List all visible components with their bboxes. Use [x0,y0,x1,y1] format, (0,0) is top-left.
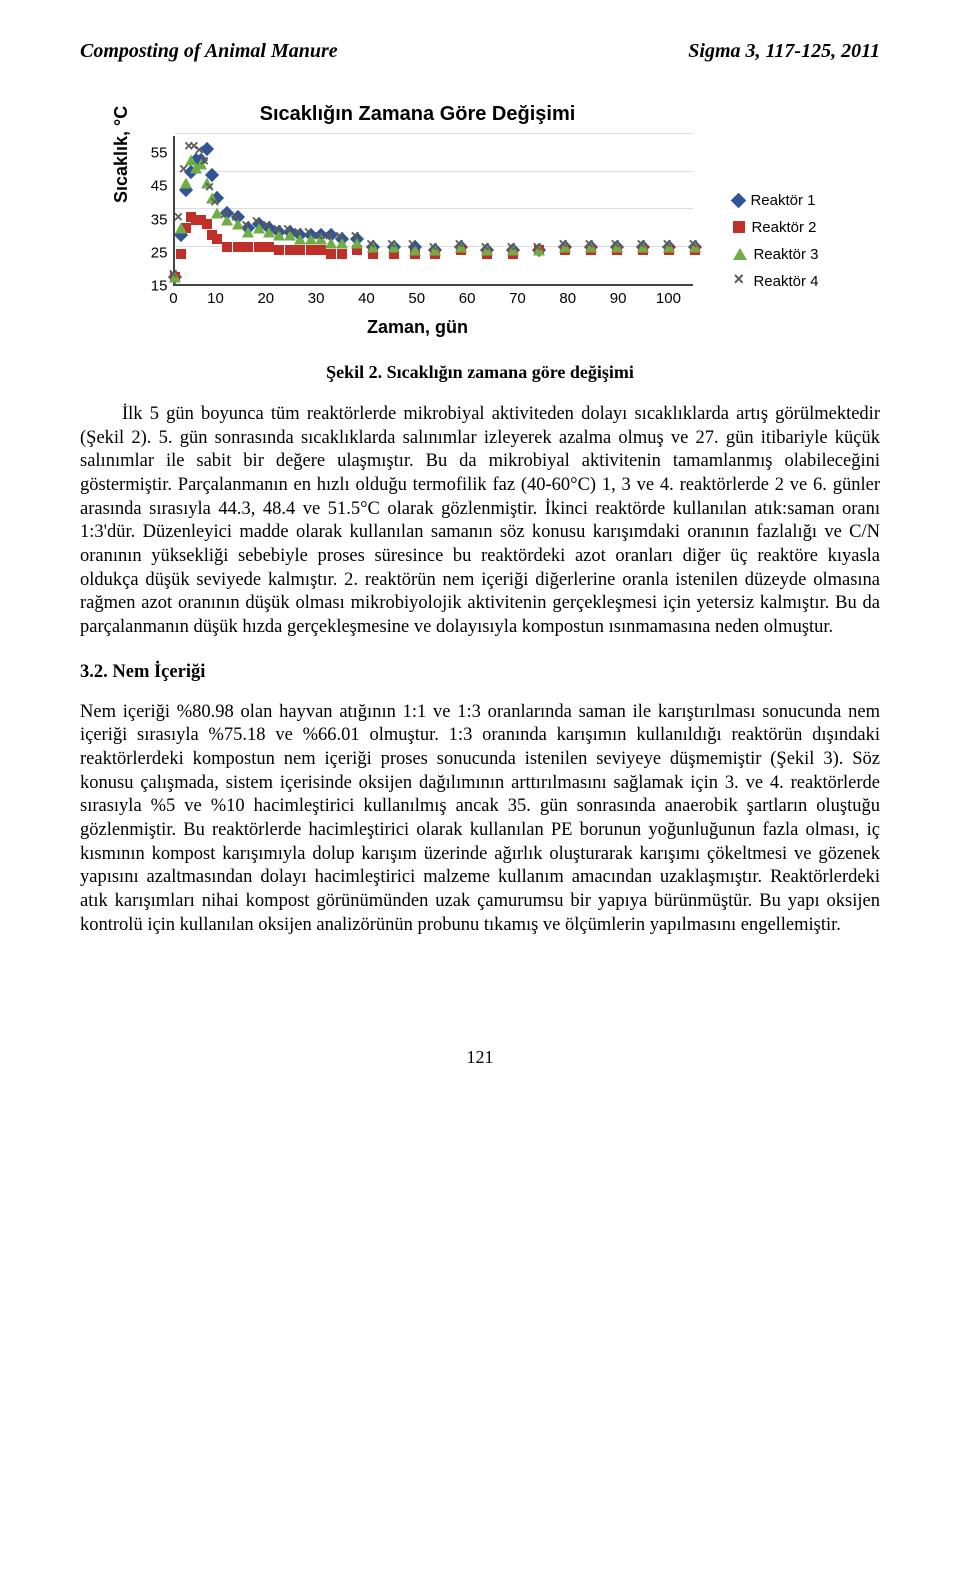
data-point [506,243,520,257]
data-point [168,270,182,284]
data-point [243,242,253,252]
triangle-icon [733,248,747,260]
paragraph-1-text: İlk 5 gün boyunca tüm reaktörlerde mikro… [80,403,880,640]
data-point [295,245,305,255]
data-point [306,245,316,255]
header-right: Sigma 3, 117-125, 2011 [688,40,880,63]
data-point [254,242,264,252]
data-point [350,232,364,246]
data-point [428,243,442,257]
data-point [212,234,222,244]
data-point [480,243,494,257]
page-number: 121 [80,1047,880,1068]
gridline [175,133,693,134]
data-point [174,213,188,227]
chart-yticks: 5545352515 [141,136,173,286]
chart-xticks: 0102030405060708090100 [173,286,693,307]
data-point [662,240,676,254]
legend-item: Reaktör 4 [733,273,818,290]
legend-label: Reaktör 1 [750,192,815,209]
legend-item: Reaktör 3 [733,246,818,263]
data-point [584,240,598,254]
chart-ylabel: Sıcaklık, °C [111,106,132,203]
chart-xlabel: Zaman, gün [367,317,468,338]
data-point [285,245,295,255]
figure-caption: Şekil 2. Sıcaklığın zamana göre değişimi [80,362,880,383]
chart-plot [173,136,693,286]
xtick-label: 100 [656,290,681,307]
data-point [326,249,336,259]
ytick-label: 45 [151,178,168,195]
chart-legend: Reaktör 1 Reaktör 2 Reaktör 3 Reaktör 4 [733,103,818,338]
legend-item: Reaktör 2 [733,219,818,236]
header-left: Composting of Animal Manure [80,40,338,63]
square-icon [733,221,745,233]
xtick-label: 60 [459,290,476,307]
ytick-label: 35 [151,211,168,228]
data-point [335,232,349,246]
data-point [387,240,401,254]
xtick-label: 10 [207,290,224,307]
diamond-icon [731,192,747,208]
data-point [179,165,193,179]
xtick-label: 90 [610,290,627,307]
chart-container: Sıcaklık, °C Sıcaklığın Zamana Göre Deği… [80,103,880,338]
data-point [202,219,212,229]
legend-label: Reaktör 2 [751,219,816,236]
xtick-label: 20 [257,290,274,307]
paragraph-1: İlk 5 gün boyunca tüm reaktörlerde mikro… [80,403,880,640]
data-point [636,240,650,254]
data-point [233,242,243,252]
gridline [175,208,693,209]
section-heading: 3.2. Nem İçeriği [80,662,880,683]
paragraph-2: Nem içeriği %80.98 olan hayvan atığının … [80,701,880,938]
data-point [408,240,422,254]
xtick-label: 30 [308,290,325,307]
legend-item: Reaktör 1 [733,192,818,209]
data-point [366,240,380,254]
temperature-chart: Sıcaklık, °C Sıcaklığın Zamana Göre Deği… [141,103,818,338]
x-icon [733,274,747,288]
xtick-label: 0 [169,290,177,307]
data-point [688,240,702,254]
data-point [610,240,624,254]
data-point [454,240,468,254]
data-point [274,245,284,255]
ytick-label: 55 [151,145,168,162]
data-point [176,249,186,259]
data-point [200,157,214,171]
page-header: Composting of Animal Manure Sigma 3, 117… [80,40,880,63]
xtick-label: 40 [358,290,375,307]
legend-label: Reaktör 4 [753,273,818,290]
legend-label: Reaktör 3 [753,246,818,263]
data-point [558,240,572,254]
data-point [264,242,274,252]
data-point [222,242,232,252]
ytick-label: 15 [151,278,168,295]
data-point [180,177,192,188]
ytick-label: 25 [151,244,168,261]
xtick-label: 70 [509,290,526,307]
xtick-label: 80 [559,290,576,307]
chart-title: Sıcaklığın Zamana Göre Değişimi [260,103,576,126]
xtick-label: 50 [408,290,425,307]
data-point [532,243,546,257]
data-point [337,249,347,259]
gridline [175,171,693,172]
